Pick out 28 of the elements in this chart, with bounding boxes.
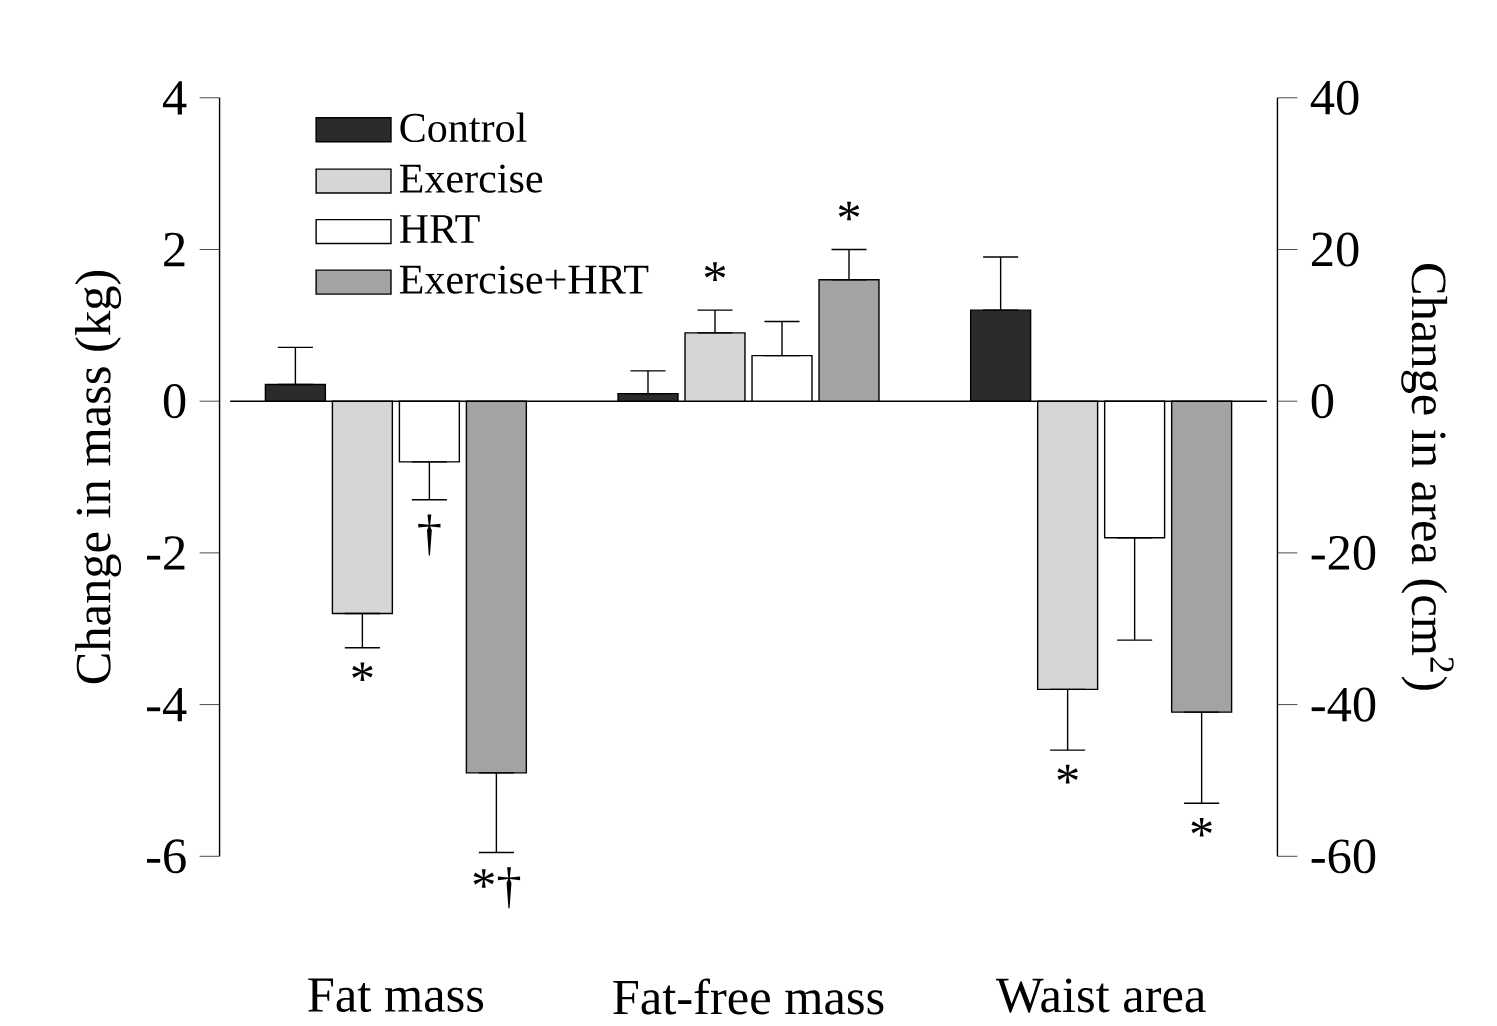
x-tick-label: Fat-free mass <box>613 978 884 1015</box>
x-tick-label: Fat mass <box>308 978 484 1012</box>
y-tick-label: 4 <box>162 81 187 115</box>
data-label: * <box>838 201 860 221</box>
y-tick-label: -4 <box>147 687 187 722</box>
y-axis-title: Change in mass (kg) <box>75 270 122 684</box>
legend-label: HRT <box>399 215 480 243</box>
y2-tick-label: -40 <box>1311 687 1376 722</box>
legend-label: Exercise+HRT <box>399 265 649 294</box>
data-label: * <box>1191 817 1212 837</box>
y-tick-label: 2 <box>164 232 185 267</box>
y2-tick-label: 0 <box>1311 384 1334 419</box>
y-tick-label: 0 <box>163 384 186 419</box>
data-label: † <box>418 514 441 556</box>
data-label: *† <box>473 867 521 909</box>
y2-tick-label: 40 <box>1310 80 1359 115</box>
y-tick-label: -2 <box>147 536 185 570</box>
data-label: * <box>352 662 373 681</box>
y2-tick-label: -20 <box>1311 535 1376 570</box>
data-label: * <box>1057 764 1078 784</box>
y2-tick-label: 20 <box>1312 232 1359 267</box>
legend-label: Exercise <box>399 164 543 193</box>
x-tick-label: Waist area <box>995 978 1206 1013</box>
y-tick-label: -6 <box>147 839 186 874</box>
data-label: * <box>704 262 726 281</box>
y2-tick-label: -60 <box>1311 839 1376 874</box>
y2-axis-title: Change in area (cm$^{2}$) <box>1401 263 1454 690</box>
legend-label: Control <box>400 112 527 143</box>
